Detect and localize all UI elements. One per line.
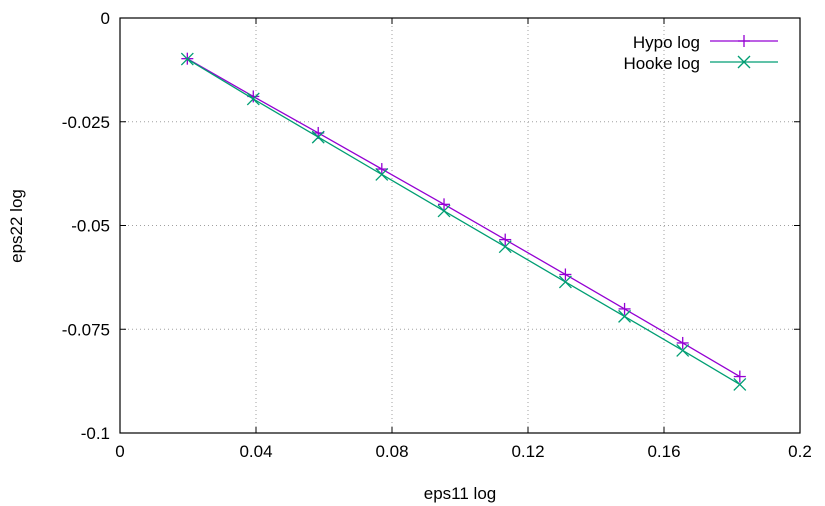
series-line-0 bbox=[186, 58, 741, 378]
data-point-1 bbox=[558, 275, 572, 289]
data-point-1 bbox=[180, 52, 194, 66]
y-tick-label: 0 bbox=[101, 9, 110, 28]
legend-marker-0 bbox=[738, 35, 750, 47]
data-point-1 bbox=[618, 309, 632, 323]
data-point-1 bbox=[311, 130, 325, 144]
data-point-0 bbox=[375, 163, 388, 176]
data-point-1 bbox=[246, 92, 260, 106]
data-point-0 bbox=[676, 336, 689, 349]
x-tick-label: 0.04 bbox=[239, 442, 272, 461]
data-point-0 bbox=[499, 233, 512, 246]
series bbox=[180, 52, 747, 391]
data-point-1 bbox=[375, 167, 389, 181]
series-line-1 bbox=[186, 58, 741, 386]
x-tick-label: 0.16 bbox=[647, 442, 680, 461]
data-point-0 bbox=[559, 268, 572, 281]
y-tick-label: -0.1 bbox=[81, 424, 110, 443]
y-tick-label: -0.075 bbox=[62, 320, 110, 339]
legend: Hypo log Hooke log bbox=[623, 33, 778, 73]
axis-ticks: 0 0.04 0.08 0.12 0.16 0.2 0 -0.025 -0.05 -0.075 -0… bbox=[62, 9, 812, 461]
y-axis-title: eps22 log bbox=[7, 189, 26, 263]
data-point-1 bbox=[676, 343, 690, 357]
legend-label-hypo: Hypo log bbox=[633, 33, 700, 52]
data-point-1 bbox=[437, 204, 451, 218]
x-tick-label: 0 bbox=[115, 442, 124, 461]
data-point-0 bbox=[733, 370, 746, 383]
y-tick-label: -0.025 bbox=[62, 113, 110, 132]
grid bbox=[120, 18, 800, 433]
x-axis-title: eps11 log bbox=[424, 484, 496, 503]
data-point-0 bbox=[438, 198, 451, 211]
y-tick-label: -0.05 bbox=[71, 217, 110, 236]
x-tick-label: 0.12 bbox=[511, 442, 544, 461]
data-point-1 bbox=[733, 377, 747, 391]
x-tick-label: 0.08 bbox=[375, 442, 408, 461]
x-tick-label: 0.2 bbox=[788, 442, 812, 461]
legend-marker-1 bbox=[737, 55, 751, 69]
data-point-1 bbox=[498, 240, 512, 254]
data-point-0 bbox=[618, 302, 631, 315]
legend-label-hooke: Hooke log bbox=[623, 54, 700, 73]
